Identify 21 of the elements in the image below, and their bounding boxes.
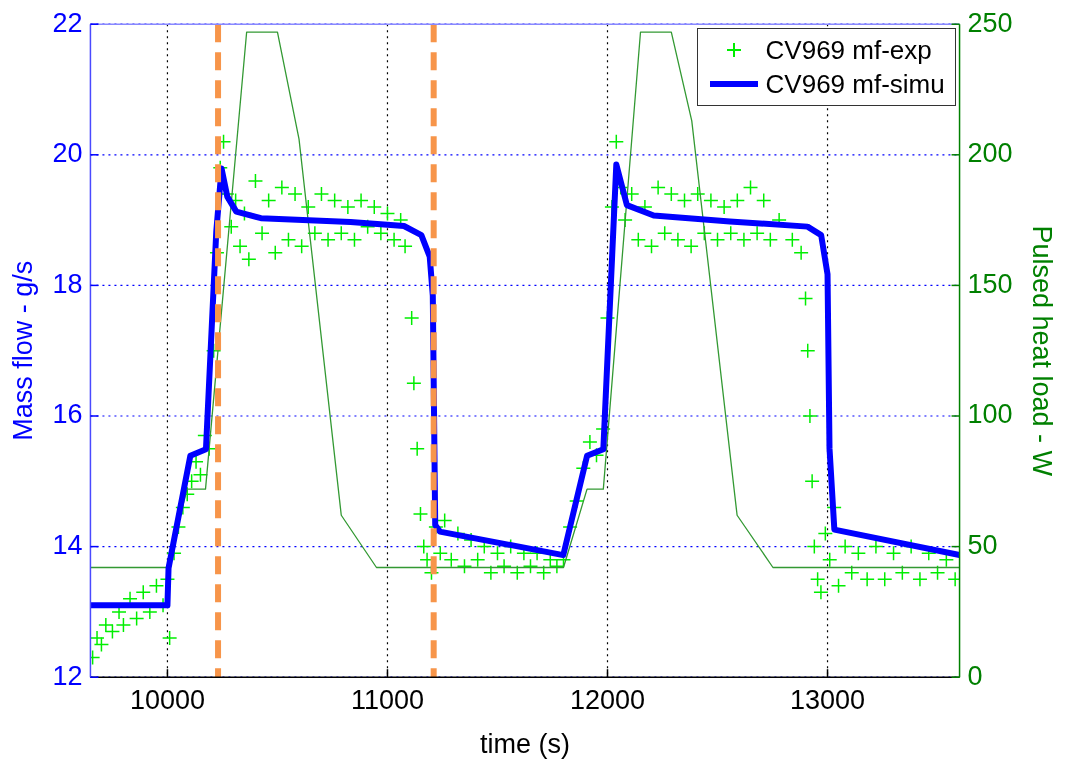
y2-tick-label: 250	[967, 7, 1013, 38]
y-tick-label: 18	[52, 268, 83, 299]
y2-tick-label: 0	[967, 660, 983, 691]
y2-tick-label: 100	[967, 399, 1013, 430]
legend-label: CV969 mf-simu	[765, 68, 945, 102]
y-tick-label: 20	[52, 138, 83, 169]
legend-label: CV969 mf-exp	[765, 34, 932, 68]
x-tick-label: 11000	[350, 684, 425, 715]
x-tick-label: 12000	[569, 684, 646, 715]
y-tick-label: 14	[52, 530, 83, 561]
y-tick-label: 22	[52, 7, 83, 38]
y2-tick-label: 200	[967, 138, 1013, 169]
y2-axis-title: Pulsed heat load - W	[1027, 225, 1058, 477]
y-tick-label: 12	[52, 660, 83, 691]
y-tick-label: 16	[52, 399, 83, 430]
x-axis-title: time (s)	[479, 729, 570, 760]
y2-tick-label: 50	[967, 530, 998, 561]
y2-tick-label: 150	[967, 268, 1013, 299]
x-tick-label: 13000	[789, 684, 866, 715]
y-axis-title: Mass flow - g/s	[7, 260, 38, 441]
x-tick-label: 10000	[129, 684, 205, 715]
